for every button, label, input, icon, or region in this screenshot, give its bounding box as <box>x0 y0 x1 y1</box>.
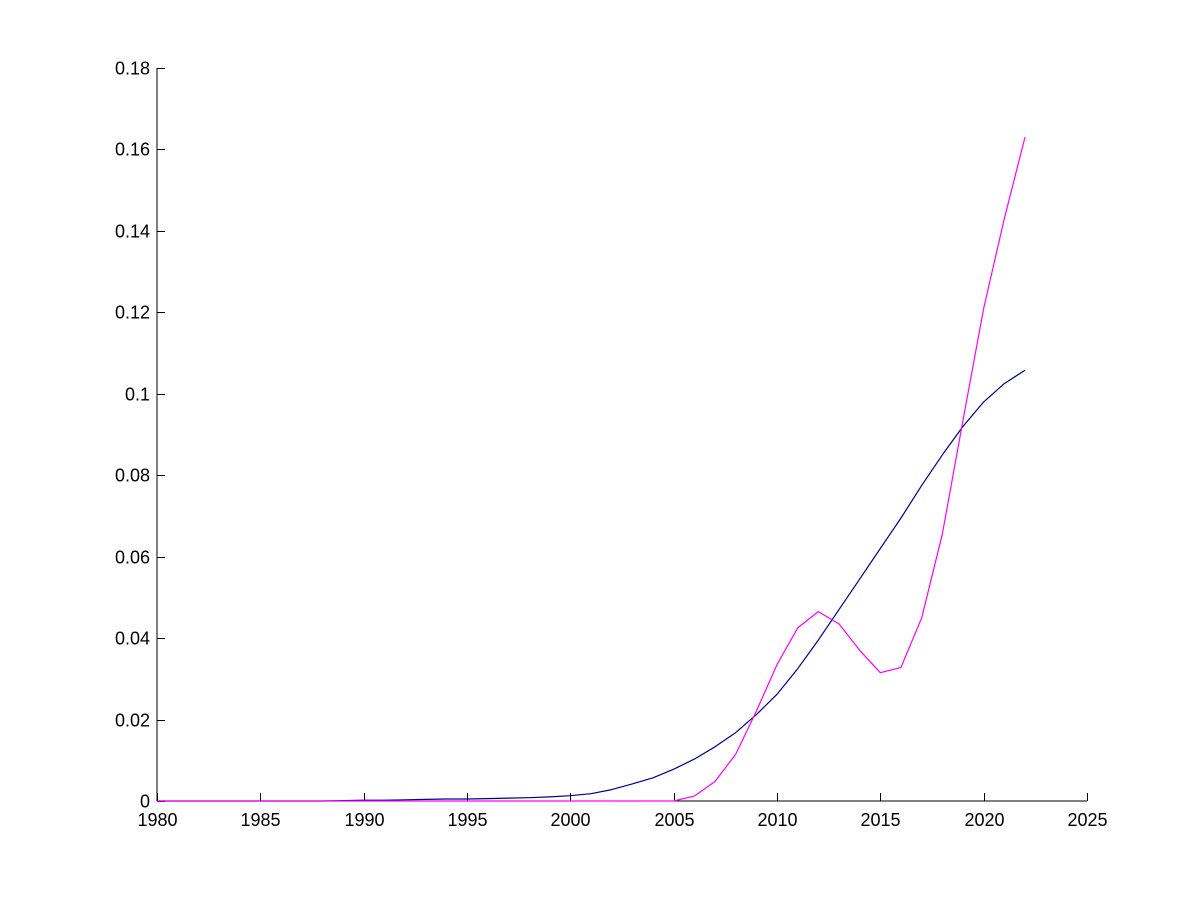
y-tick-label: 0.12 <box>115 303 150 323</box>
y-tick-label: 0.06 <box>115 548 150 568</box>
x-tick-label: 1985 <box>240 810 280 830</box>
y-tick-label: 0.02 <box>115 711 150 731</box>
x-tick-label: 1990 <box>344 810 384 830</box>
tick-labels: 0 0.02 0.04 0.06 0.08 0.1 0.12 0.14 0.16 0.18 1980… <box>115 59 1108 831</box>
x-tick-label: 1980 <box>137 810 177 830</box>
series-layer <box>157 137 1026 802</box>
x-tick-label: 2025 <box>1067 810 1107 830</box>
x-tick-label: 2010 <box>757 810 797 830</box>
x-tick-label: 2000 <box>550 810 590 830</box>
y-tick-label: 0.18 <box>115 59 150 79</box>
y-tick-label: 0.1 <box>125 385 150 405</box>
y-tick-label: 0 <box>140 792 150 812</box>
series-line-2 <box>157 137 1026 802</box>
x-tick-label: 1995 <box>447 810 487 830</box>
y-tick-label: 0.14 <box>115 222 150 242</box>
x-tick-label: 2005 <box>654 810 694 830</box>
series-line-1 <box>157 369 1026 802</box>
y-tick-label: 0.08 <box>115 466 150 486</box>
y-tick-label: 0.04 <box>115 629 150 649</box>
x-tick-label: 2015 <box>860 810 900 830</box>
axes <box>156 68 1088 802</box>
y-tick-label: 0.16 <box>115 140 150 160</box>
x-tick-label: 2020 <box>964 810 1004 830</box>
